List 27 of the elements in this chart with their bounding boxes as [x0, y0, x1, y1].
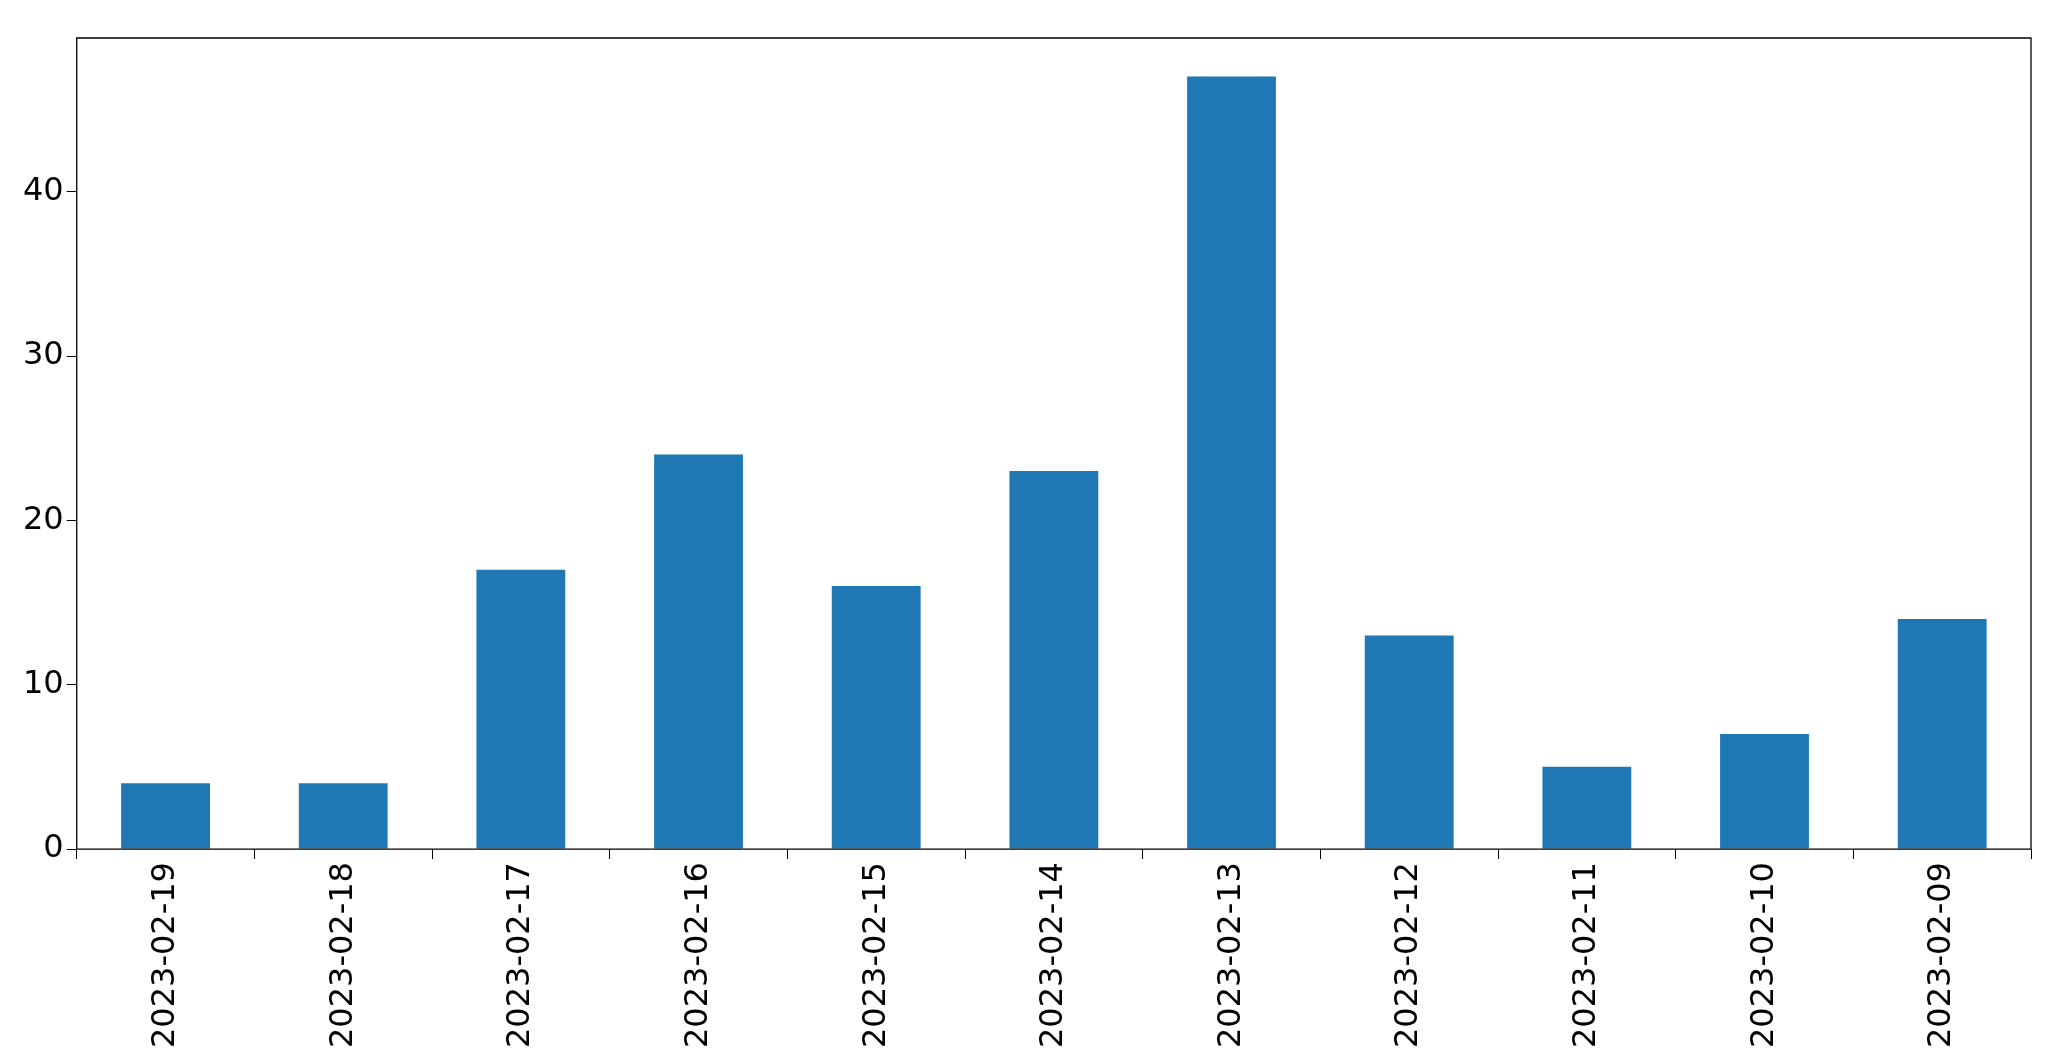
x-tick-label: 2023-02-14: [1032, 862, 1071, 1048]
y-tick-label: 20: [23, 498, 64, 537]
x-tick-label: 2023-02-12: [1387, 862, 1426, 1048]
x-tick-label: 2023-02-15: [854, 862, 893, 1048]
bar: [654, 454, 743, 849]
x-tick-label: 2023-02-13: [1209, 862, 1248, 1048]
x-tick-label: 2023-02-09: [1920, 862, 1959, 1048]
y-tick-label: 10: [23, 663, 64, 701]
bar: [831, 586, 921, 849]
x-tick-label: 2023-02-10: [1742, 862, 1781, 1048]
bar: [1364, 635, 1454, 849]
bar: [121, 783, 210, 849]
x-tick-label: 2023-02-17: [499, 862, 538, 1048]
bar: [298, 783, 388, 849]
bar: [1542, 766, 1632, 849]
x-tick-label: 2023-02-19: [143, 862, 182, 1048]
bar: [1187, 76, 1276, 849]
bar: [1009, 471, 1099, 849]
y-tick-label: 0: [43, 827, 64, 866]
x-tick-label: 2023-02-18: [321, 862, 360, 1048]
bar: [1720, 733, 1809, 849]
x-tick-label: 2023-02-16: [676, 862, 715, 1048]
y-tick-label: 30: [23, 334, 64, 373]
y-tick-label: 40: [23, 169, 64, 208]
bar: [476, 569, 566, 849]
bar: [1897, 618, 1987, 849]
x-tick-label: 2023-02-11: [1565, 862, 1604, 1048]
